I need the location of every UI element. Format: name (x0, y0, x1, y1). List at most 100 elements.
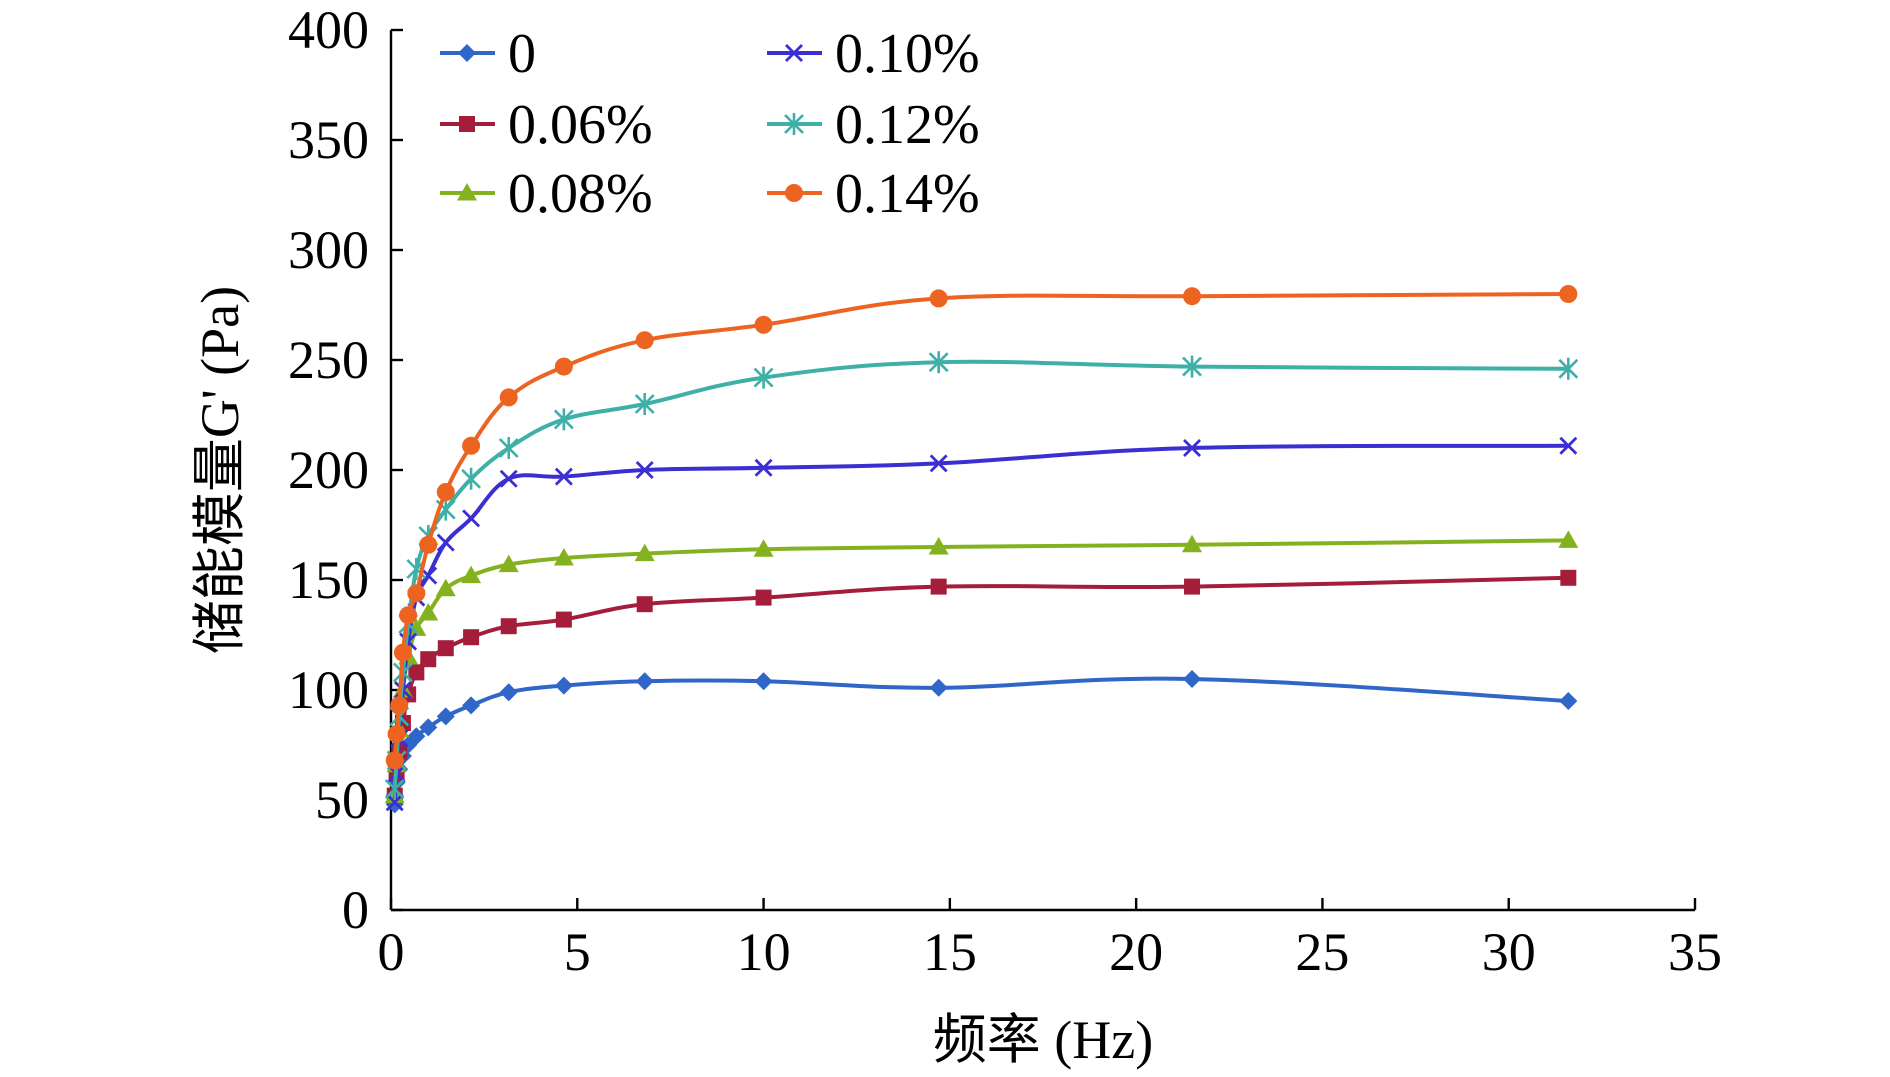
x-tick-label-20: 20 (1109, 922, 1163, 982)
x-axis-title: 频率 (Hz) (933, 1010, 1153, 1070)
y-tick-label-50: 50 (315, 770, 369, 830)
series-0-point-8 (462, 696, 481, 715)
series-0-10pct-point-14 (1183, 439, 1202, 457)
series-0-point-7 (436, 707, 455, 726)
legend-item-0-08pct: 0.08% (440, 163, 653, 225)
series-0-06pct-point-5 (408, 664, 425, 681)
series-0-14pct-point-9 (499, 388, 518, 407)
series-0-08pct-point-6 (418, 603, 439, 621)
series-0-14pct-point-10 (554, 357, 573, 376)
series-0-08pct-point-11 (634, 543, 655, 562)
series-0-08pct-point-8 (461, 565, 482, 584)
legend-item-0-swatch-marker (458, 44, 476, 62)
legend-item-0-14pct: 0.14% (767, 163, 980, 225)
series-0-point-15 (1559, 692, 1578, 710)
x-tick-label-0: 0 (378, 922, 405, 982)
series-0-14pct-point-2 (390, 696, 409, 715)
series-0-10pct-point-8 (462, 509, 481, 528)
series-0-14pct-point-11 (635, 331, 654, 350)
series-0-12pct (384, 351, 1579, 800)
series-0-06pct-point-15 (1560, 569, 1577, 586)
series-0-14pct-point-5 (407, 584, 426, 603)
series (384, 285, 1579, 814)
x-tick-label-10: 10 (737, 922, 791, 982)
series-0-point-11 (635, 672, 654, 691)
legend-item-0-06pct-label: 0.06% (508, 94, 653, 156)
series-0-12pct-point-15 (1558, 357, 1579, 380)
series-0-08pct-point-7 (435, 578, 456, 597)
series-0-14pct-point-8 (462, 436, 481, 455)
series-0 (385, 670, 1578, 814)
series-0-point-13 (929, 678, 948, 697)
legend-item-0-10pct: 0.10% (767, 23, 980, 85)
y-tick-label-0: 0 (342, 880, 369, 940)
series-0-06pct-point-14 (1184, 578, 1201, 595)
series-0-12pct-point-11 (634, 393, 655, 415)
series-0-06pct-point-8 (463, 629, 480, 646)
x-tick-label-30: 30 (1482, 922, 1536, 982)
series-0-14pct-point-14 (1183, 287, 1202, 306)
series-0-point-9 (499, 683, 518, 702)
series-0-10pct-point-12 (754, 458, 773, 477)
y-tick-label-100: 100 (288, 660, 369, 720)
series-0-14pct-point-0 (385, 751, 404, 770)
legend-item-0-12pct-swatch-marker (784, 113, 804, 135)
legend-item-0-06pct-swatch-marker (459, 116, 475, 132)
series-0-10pct-point-0 (385, 793, 404, 812)
y-tick-label-350: 350 (288, 110, 369, 170)
legend-item-0-14pct-label: 0.14% (835, 163, 980, 225)
series-0-14pct-point-13 (929, 289, 948, 308)
series-0-06pct-point-10 (555, 611, 572, 628)
series-0-08pct-line (392, 538, 1571, 798)
series-0-08pct-point-10 (553, 548, 574, 566)
series-0-08pct-point-9 (498, 554, 519, 573)
series-0-08pct-point-12 (753, 539, 774, 557)
legend-item-0-08pct-swatch-marker (457, 183, 477, 201)
series-0-14pct-point-15 (1559, 285, 1578, 303)
series-0-point-5 (407, 727, 426, 746)
series-0-06pct-point-13 (930, 578, 947, 595)
series-0-06pct-point-12 (755, 589, 772, 606)
x-tick-label-15: 15 (923, 922, 977, 982)
series-0-14pct (385, 285, 1578, 770)
legend-item-0-label: 0 (508, 23, 536, 85)
legend-item-0: 0 (440, 23, 536, 85)
series-0-12pct-point-14 (1182, 355, 1202, 378)
series-0-08pct-point-14 (1182, 534, 1203, 553)
series-0-14pct-point-1 (387, 725, 406, 743)
series-0-10pct-point-13 (929, 454, 948, 473)
series-0-12pct-point-10 (553, 408, 574, 431)
series-0-12pct-point-0 (384, 778, 405, 800)
legend-item-0-12pct: 0.12% (767, 94, 980, 156)
y-tick-label-250: 250 (288, 330, 369, 390)
series-0-point-10 (554, 676, 573, 695)
y-tick-label-150: 150 (288, 550, 369, 610)
legend-item-0-10pct-swatch-marker (785, 44, 803, 62)
legend-item-0-12pct-label: 0.12% (835, 94, 980, 156)
series-0-14pct-point-6 (419, 535, 438, 554)
series-0-10pct-point-7 (436, 533, 455, 552)
series-0-10pct-point-15 (1559, 436, 1578, 455)
series-0-10pct-point-9 (499, 469, 518, 488)
series-0-10pct-point-10 (554, 467, 573, 486)
legend: 0 0.06% 0.08% 0.10% 0.12% 0.14% (440, 23, 980, 225)
series-0-12pct-point-8 (461, 467, 482, 490)
x-tick-label-25: 25 (1295, 922, 1349, 982)
y-axis-title: 储能模量G' (Pa) (190, 286, 250, 654)
series-0-10pct-point-11 (635, 461, 654, 479)
legend-item-0-10pct-label: 0.10% (835, 23, 980, 85)
x-tick-label-35: 35 (1668, 922, 1722, 982)
series-0-14pct-point-7 (436, 483, 455, 501)
series-0-point-6 (419, 718, 438, 737)
x-tick-label-5: 5 (564, 922, 591, 982)
series-0-12pct-point-13 (928, 351, 949, 374)
y-tick-label-200: 200 (288, 440, 369, 500)
series-0-14pct-point-12 (754, 315, 773, 334)
series-0-08pct-point-13 (928, 537, 949, 555)
legend-item-0-08pct-label: 0.08% (508, 163, 653, 225)
series-0-12pct-point-9 (498, 437, 519, 459)
series-0-08pct-point-15 (1558, 530, 1579, 548)
series-0-06pct-point-11 (636, 596, 653, 613)
series-0-06pct-point-6 (420, 651, 437, 668)
